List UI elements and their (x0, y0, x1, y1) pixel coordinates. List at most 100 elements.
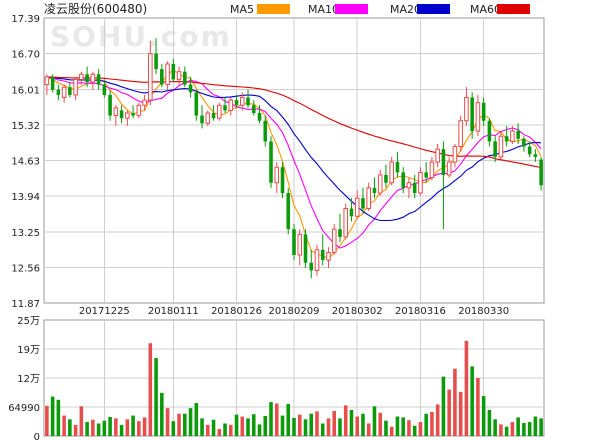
candle (108, 89, 112, 121)
candle-body (516, 131, 520, 139)
candle-body (108, 94, 112, 116)
candle (539, 156, 543, 191)
candle (171, 58, 176, 83)
candle-body (113, 107, 119, 117)
candle (349, 198, 354, 222)
candle-body (331, 228, 337, 253)
candle-body (389, 161, 394, 184)
candle (119, 105, 124, 124)
volume-bar (274, 403, 279, 436)
candle (309, 249, 314, 279)
candle-body (286, 193, 291, 230)
candle-body (102, 84, 107, 95)
candle (292, 224, 296, 261)
date-tick-label: 20180330 (458, 306, 509, 317)
candle-body (183, 71, 187, 85)
candle (183, 66, 187, 88)
volume-bar (493, 419, 497, 436)
volume-bar (246, 418, 250, 436)
candle-body (493, 141, 497, 157)
candle-body (377, 174, 383, 194)
candle-body (475, 102, 481, 132)
volume-bar (401, 417, 405, 436)
candle (361, 187, 365, 214)
candle-body (274, 166, 280, 184)
volume-bars (45, 340, 543, 436)
volume-bar (464, 340, 469, 436)
date-tick-label: 20180111 (148, 306, 199, 317)
date-tick-label: 20180316 (395, 306, 446, 317)
candle (44, 74, 50, 95)
candle (50, 74, 55, 93)
volume-tick-label: 12万 (17, 374, 40, 385)
candle-body (96, 74, 101, 85)
candle (481, 97, 486, 126)
volume-bar (154, 358, 158, 436)
volume-bar (50, 396, 55, 436)
candle (516, 123, 520, 144)
volume-bar (125, 419, 130, 436)
candle-body (251, 105, 256, 113)
volume-bar (453, 368, 457, 436)
volume-bar (338, 418, 342, 436)
ma10-line (46, 76, 542, 249)
candle (286, 187, 291, 235)
legend-swatch-ma20 (417, 4, 450, 14)
candle-body (131, 113, 135, 116)
volume-bar (68, 419, 72, 436)
volume-bar (522, 423, 526, 436)
candle (251, 100, 256, 116)
candle (475, 94, 481, 137)
candle-body (165, 63, 170, 86)
volume-bar (424, 413, 428, 436)
volume-bar (435, 404, 440, 436)
candle-body (309, 262, 314, 271)
candle-body (234, 100, 239, 106)
volume-bar (142, 417, 147, 436)
candle-body (142, 99, 147, 106)
candle-body (441, 149, 446, 175)
date-tick-label: 20180209 (269, 306, 320, 317)
volume-bar (395, 416, 400, 436)
candle-body (303, 234, 308, 263)
ma20-line (46, 76, 542, 222)
volume-bar (430, 411, 434, 436)
volume-bar (366, 423, 371, 436)
candle (160, 63, 164, 88)
volume-bar (441, 376, 446, 436)
volume-bar (263, 416, 268, 436)
price-axis-labels: 17.39 16.70 16.01 15.32 14.63 13.94 13.25 12.56… (11, 14, 40, 310)
candle-body (338, 229, 342, 237)
candle (263, 115, 268, 147)
watermark: SOHU.com (50, 20, 232, 53)
candle (424, 162, 428, 183)
date-tick-label: 20171225 (79, 306, 130, 317)
candle-body (527, 146, 532, 155)
legend-swatch-ma5 (257, 4, 290, 14)
volume-bar (62, 415, 66, 436)
candle-body (446, 161, 452, 176)
candle-body (418, 171, 423, 194)
volume-bar (257, 424, 262, 436)
candle-body (429, 161, 435, 179)
candle (522, 136, 526, 152)
candle-body (384, 174, 388, 183)
price-tick-label: 11.87 (11, 299, 40, 310)
volume-bar (269, 402, 273, 436)
volume-bar (476, 378, 480, 436)
candle (377, 169, 383, 196)
candle (200, 105, 204, 129)
volume-bar (102, 420, 107, 436)
candle (326, 247, 331, 268)
volume-bar (510, 422, 515, 436)
candle (165, 61, 170, 90)
candle-body (205, 112, 211, 124)
candle-body (90, 73, 96, 83)
candle (228, 97, 234, 116)
candle-body (366, 187, 371, 210)
legend-swatch-ma60 (497, 4, 530, 14)
candle (125, 110, 130, 126)
volume-bar (292, 417, 296, 436)
volume-bar (114, 418, 118, 436)
price-tick-label: 14.63 (11, 157, 40, 168)
